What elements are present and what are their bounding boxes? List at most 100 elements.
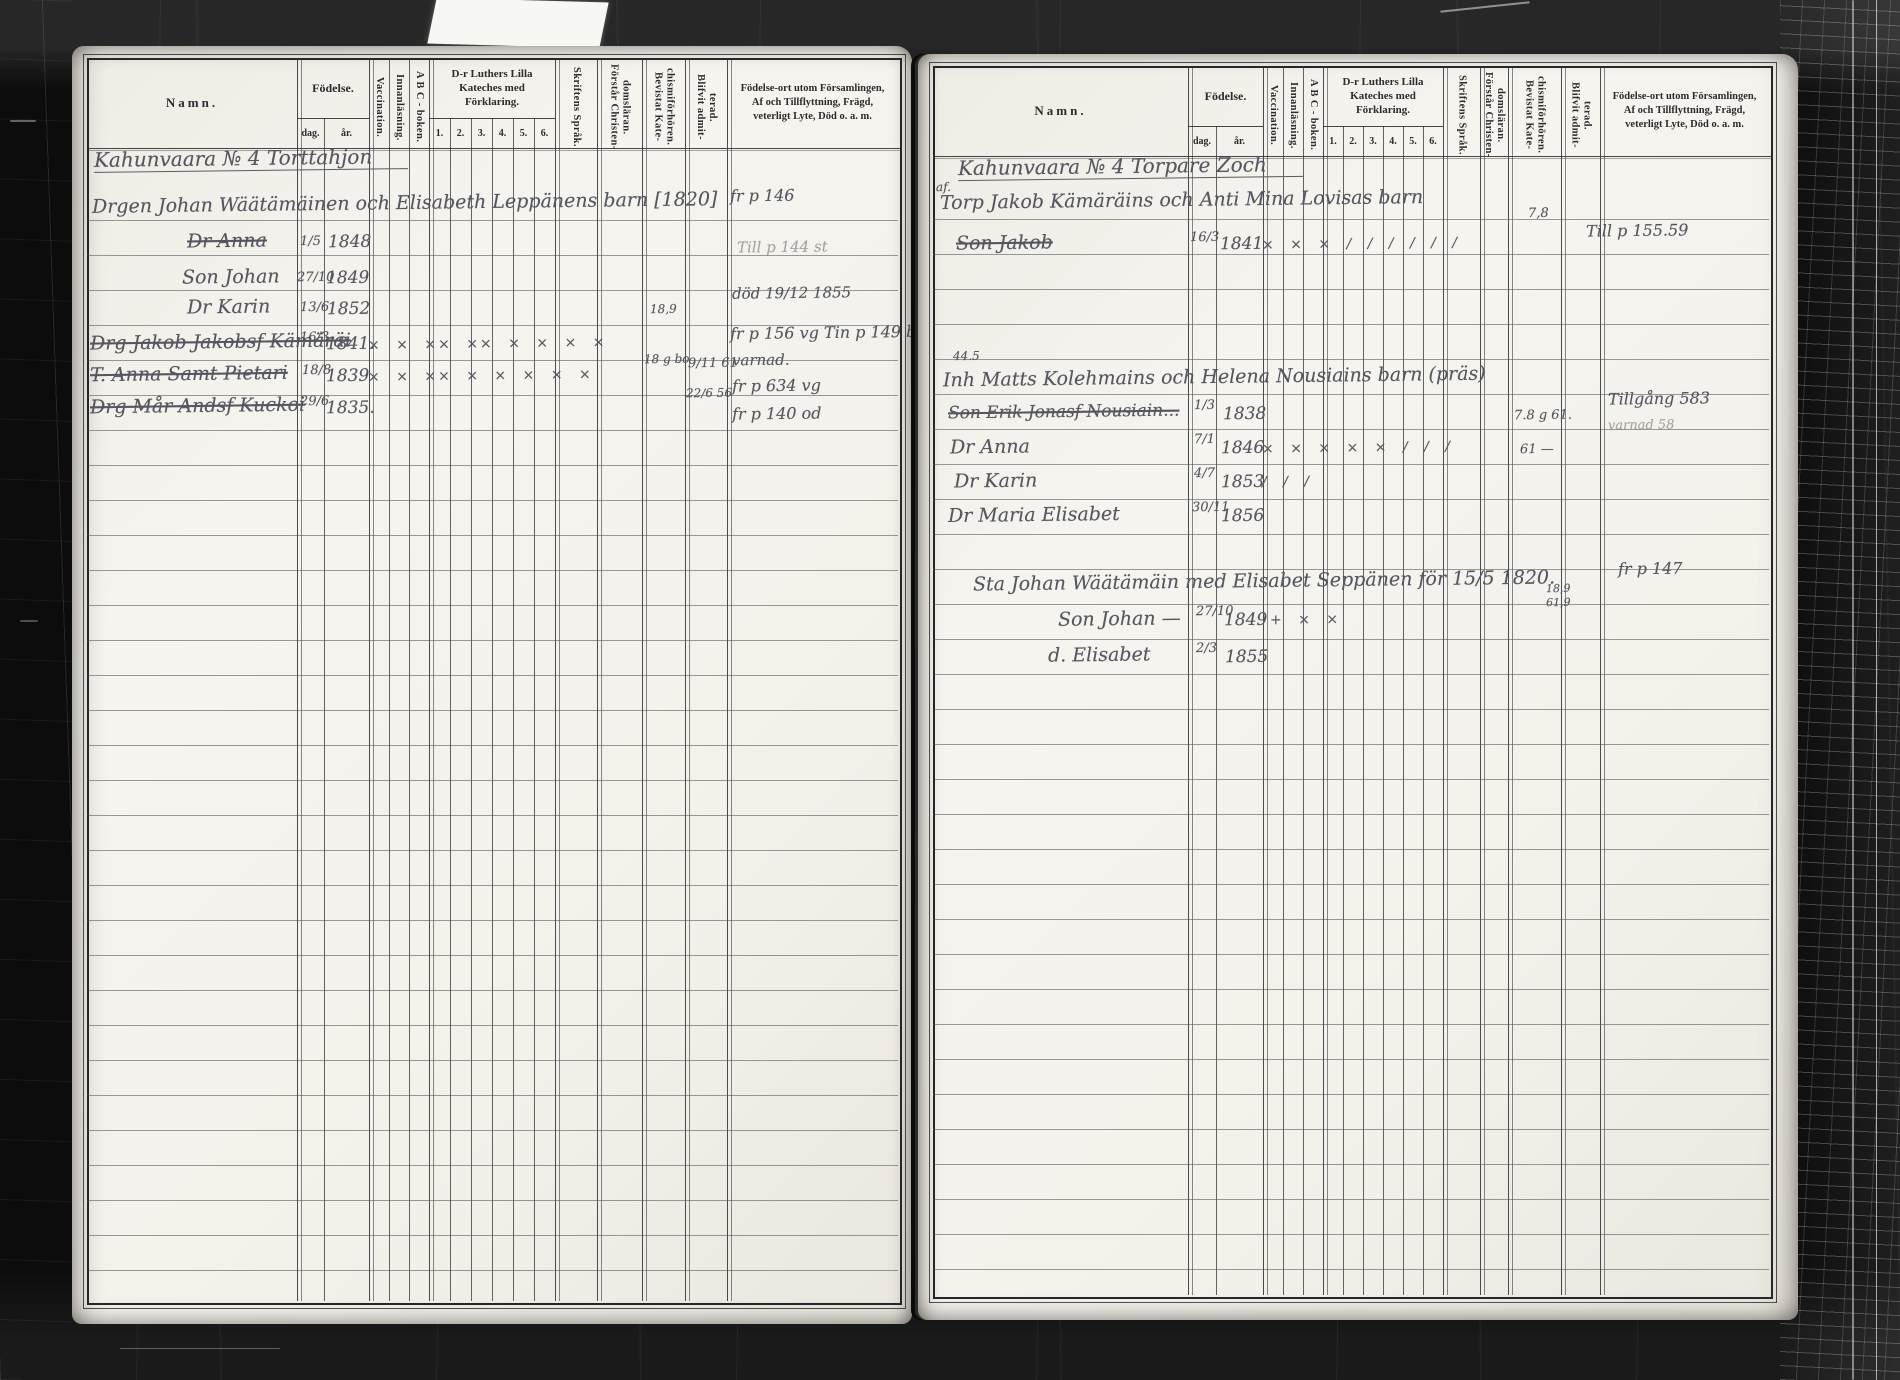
entry-ar: 1855	[1224, 646, 1269, 668]
entry-ar: 1849	[325, 267, 370, 289]
entry-ar: 1838	[1222, 403, 1267, 425]
entry-ar: 1846	[1220, 437, 1265, 459]
kateches-col-3: 3.	[477, 127, 486, 139]
entry-name: Dr Karin	[953, 469, 1038, 493]
entry-ar: 1852	[326, 298, 371, 320]
entry-marks: × × ×× ×× × × × ×	[367, 334, 607, 354]
entry-ar: 1853	[1220, 471, 1265, 493]
kateches-col-5: 5.	[519, 127, 528, 139]
entry-name: Dr Karin	[186, 295, 271, 319]
entry-name: Son Johan	[181, 265, 280, 289]
entry-dag: 29/6	[299, 393, 330, 410]
header-divider	[1188, 126, 1263, 127]
entry-dag: 7/1	[1193, 431, 1216, 448]
scratch-line	[20, 620, 38, 622]
kateches-col-2: 2.	[1349, 135, 1357, 147]
header-bevistat-katechesforhoren: Bevistat Kate- chismiförhören.	[1523, 76, 1547, 154]
header-divider	[933, 156, 1771, 157]
register-page-right: Namn. Födelse. dag. år. Vaccination. Inn…	[918, 54, 1798, 1320]
ruled-lines	[87, 220, 898, 1302]
note-text: fr p 140 od	[731, 403, 822, 424]
film-label-sticker	[427, 0, 609, 49]
register-page-left: Namn. Födelse. dag. år. Vaccination. Inn…	[72, 46, 926, 1324]
header-innanlasning: Innanläsning.	[394, 73, 405, 141]
entry-dag: 2/3	[1195, 640, 1218, 657]
entry-name: Son Jakob	[955, 231, 1053, 255]
header-vaccination: Vaccination.	[374, 76, 385, 138]
entry-dag: 13/6	[299, 299, 330, 316]
header-innanlasning: Innanläsning.	[1288, 81, 1299, 149]
entry-name: T. Anna Samt Pietari	[89, 361, 288, 387]
header-ar: år.	[340, 127, 353, 139]
header-kateches: D-r Luthers Lilla Kateches med Förklarin…	[1342, 76, 1424, 116]
kateches-col-3: 3.	[1369, 135, 1377, 147]
note-bevistat: 61 —	[1519, 441, 1554, 458]
entry-ar: 1839	[325, 365, 370, 387]
header-blifvit-admitterad: Blifvit admit- terad.	[695, 74, 718, 140]
note-text: fr p 146	[729, 185, 795, 206]
entry-marks: / / /	[1261, 473, 1312, 491]
entry-annotation: 44.5	[952, 348, 980, 364]
entry-marks: × × ×× × × × × ×	[367, 366, 593, 386]
note-bevistat: 7.8 g 61.	[1513, 407, 1573, 424]
kateches-col-6: 6.	[540, 127, 549, 139]
header-forstar-christendomslaran: Förstår Christen- domsläran.	[1483, 72, 1506, 158]
entry-name: Dr Anna	[949, 435, 1031, 459]
note-text: varnad.	[731, 350, 790, 370]
entry-name: Son Johan —	[1057, 607, 1181, 631]
entry-ar: 1841	[1219, 233, 1264, 255]
header-fodelse: Födelse.	[312, 80, 354, 95]
entry-ar: 1849	[1223, 609, 1268, 631]
note-text: fr p 156 vg Tin p 149 bo	[729, 321, 927, 344]
header-namn: Namn.	[1034, 103, 1087, 118]
scratch-line	[120, 1348, 280, 1349]
header-kateches: D-r Luthers Lilla Kateches med Förklarin…	[451, 68, 533, 108]
entry-heading: Kahunvaara № 4 Torpare Zoch	[957, 151, 1303, 182]
entry-name: Dr Anna	[186, 229, 268, 253]
kateches-col-5: 5.	[1409, 135, 1417, 147]
scratch-line	[1852, 0, 1854, 1380]
entry-name: Dr Maria Elisabet	[947, 502, 1120, 528]
kateches-col-1: 1.	[435, 127, 444, 139]
header-divider	[297, 118, 369, 119]
header-skriftens-sprak: Skriftens Språk.	[571, 67, 582, 147]
entry-marks: × × × × × / / /	[1261, 438, 1453, 458]
header-abc-boken: A B C - boken.	[414, 71, 425, 143]
film-left-edge	[0, 0, 72, 1380]
header-fodelseort-notes: Födelse-ort utom Församlingen, Af och Ti…	[1612, 91, 1757, 130]
header-bevistat-katechesforhoren: Bevistat Kate- chismiförhören.	[652, 68, 676, 146]
kateches-col-4: 4.	[1389, 135, 1397, 147]
header-fodelseort-notes: Födelse-ort utom Församlingen, Af och Ti…	[740, 83, 885, 122]
entry-marks: + × ×	[1269, 611, 1341, 629]
kateches-col-2: 2.	[456, 127, 465, 139]
header-ar: år.	[1233, 135, 1246, 147]
entry-dag: 16/3	[299, 329, 330, 346]
header-blifvit-admitterad: Blifvit admit- terad.	[1569, 82, 1593, 148]
note-bevistat: 18,9 61,9	[1545, 581, 1571, 610]
note-text: fr p 634 vg	[731, 375, 822, 396]
scratch-line	[1876, 0, 1877, 1380]
header-skriftens-sprak: Skriftens Språk.	[1456, 75, 1468, 155]
header-dag: dag.	[1192, 135, 1212, 147]
note-admitterad: 9/11 61	[687, 355, 738, 372]
header-forstar-christendomslaran: Förstår Christen- domsläran.	[608, 64, 632, 150]
entry-ar: 1835.	[325, 397, 375, 419]
note-text: Till p 155.59	[1585, 220, 1689, 241]
kateches-col-1: 1.	[1329, 135, 1337, 147]
ruled-lines	[933, 219, 1769, 1295]
note-text: varnad 58	[1607, 417, 1675, 434]
header-abc-boken: A B C - boken.	[1308, 79, 1319, 151]
entry-name: Drg Mår Andsf Kuckoi	[89, 393, 306, 419]
note-text: död 19/12 1855	[731, 283, 852, 303]
entry-dag: 16/3	[1189, 229, 1220, 246]
note-admitterad: 22/6 56	[685, 385, 733, 401]
note-text: fr p 147	[1617, 558, 1683, 579]
scratch-line	[1440, 1, 1530, 13]
note-bevistat: 18 g bo	[643, 351, 690, 367]
entry-dag: 4/7	[1193, 465, 1216, 482]
header-namn: Namn.	[165, 95, 219, 110]
scratch-line	[10, 120, 36, 122]
entry-name: Son Erik Jonasf Nousiain...	[947, 400, 1180, 424]
header-dag: dag.	[301, 127, 320, 139]
